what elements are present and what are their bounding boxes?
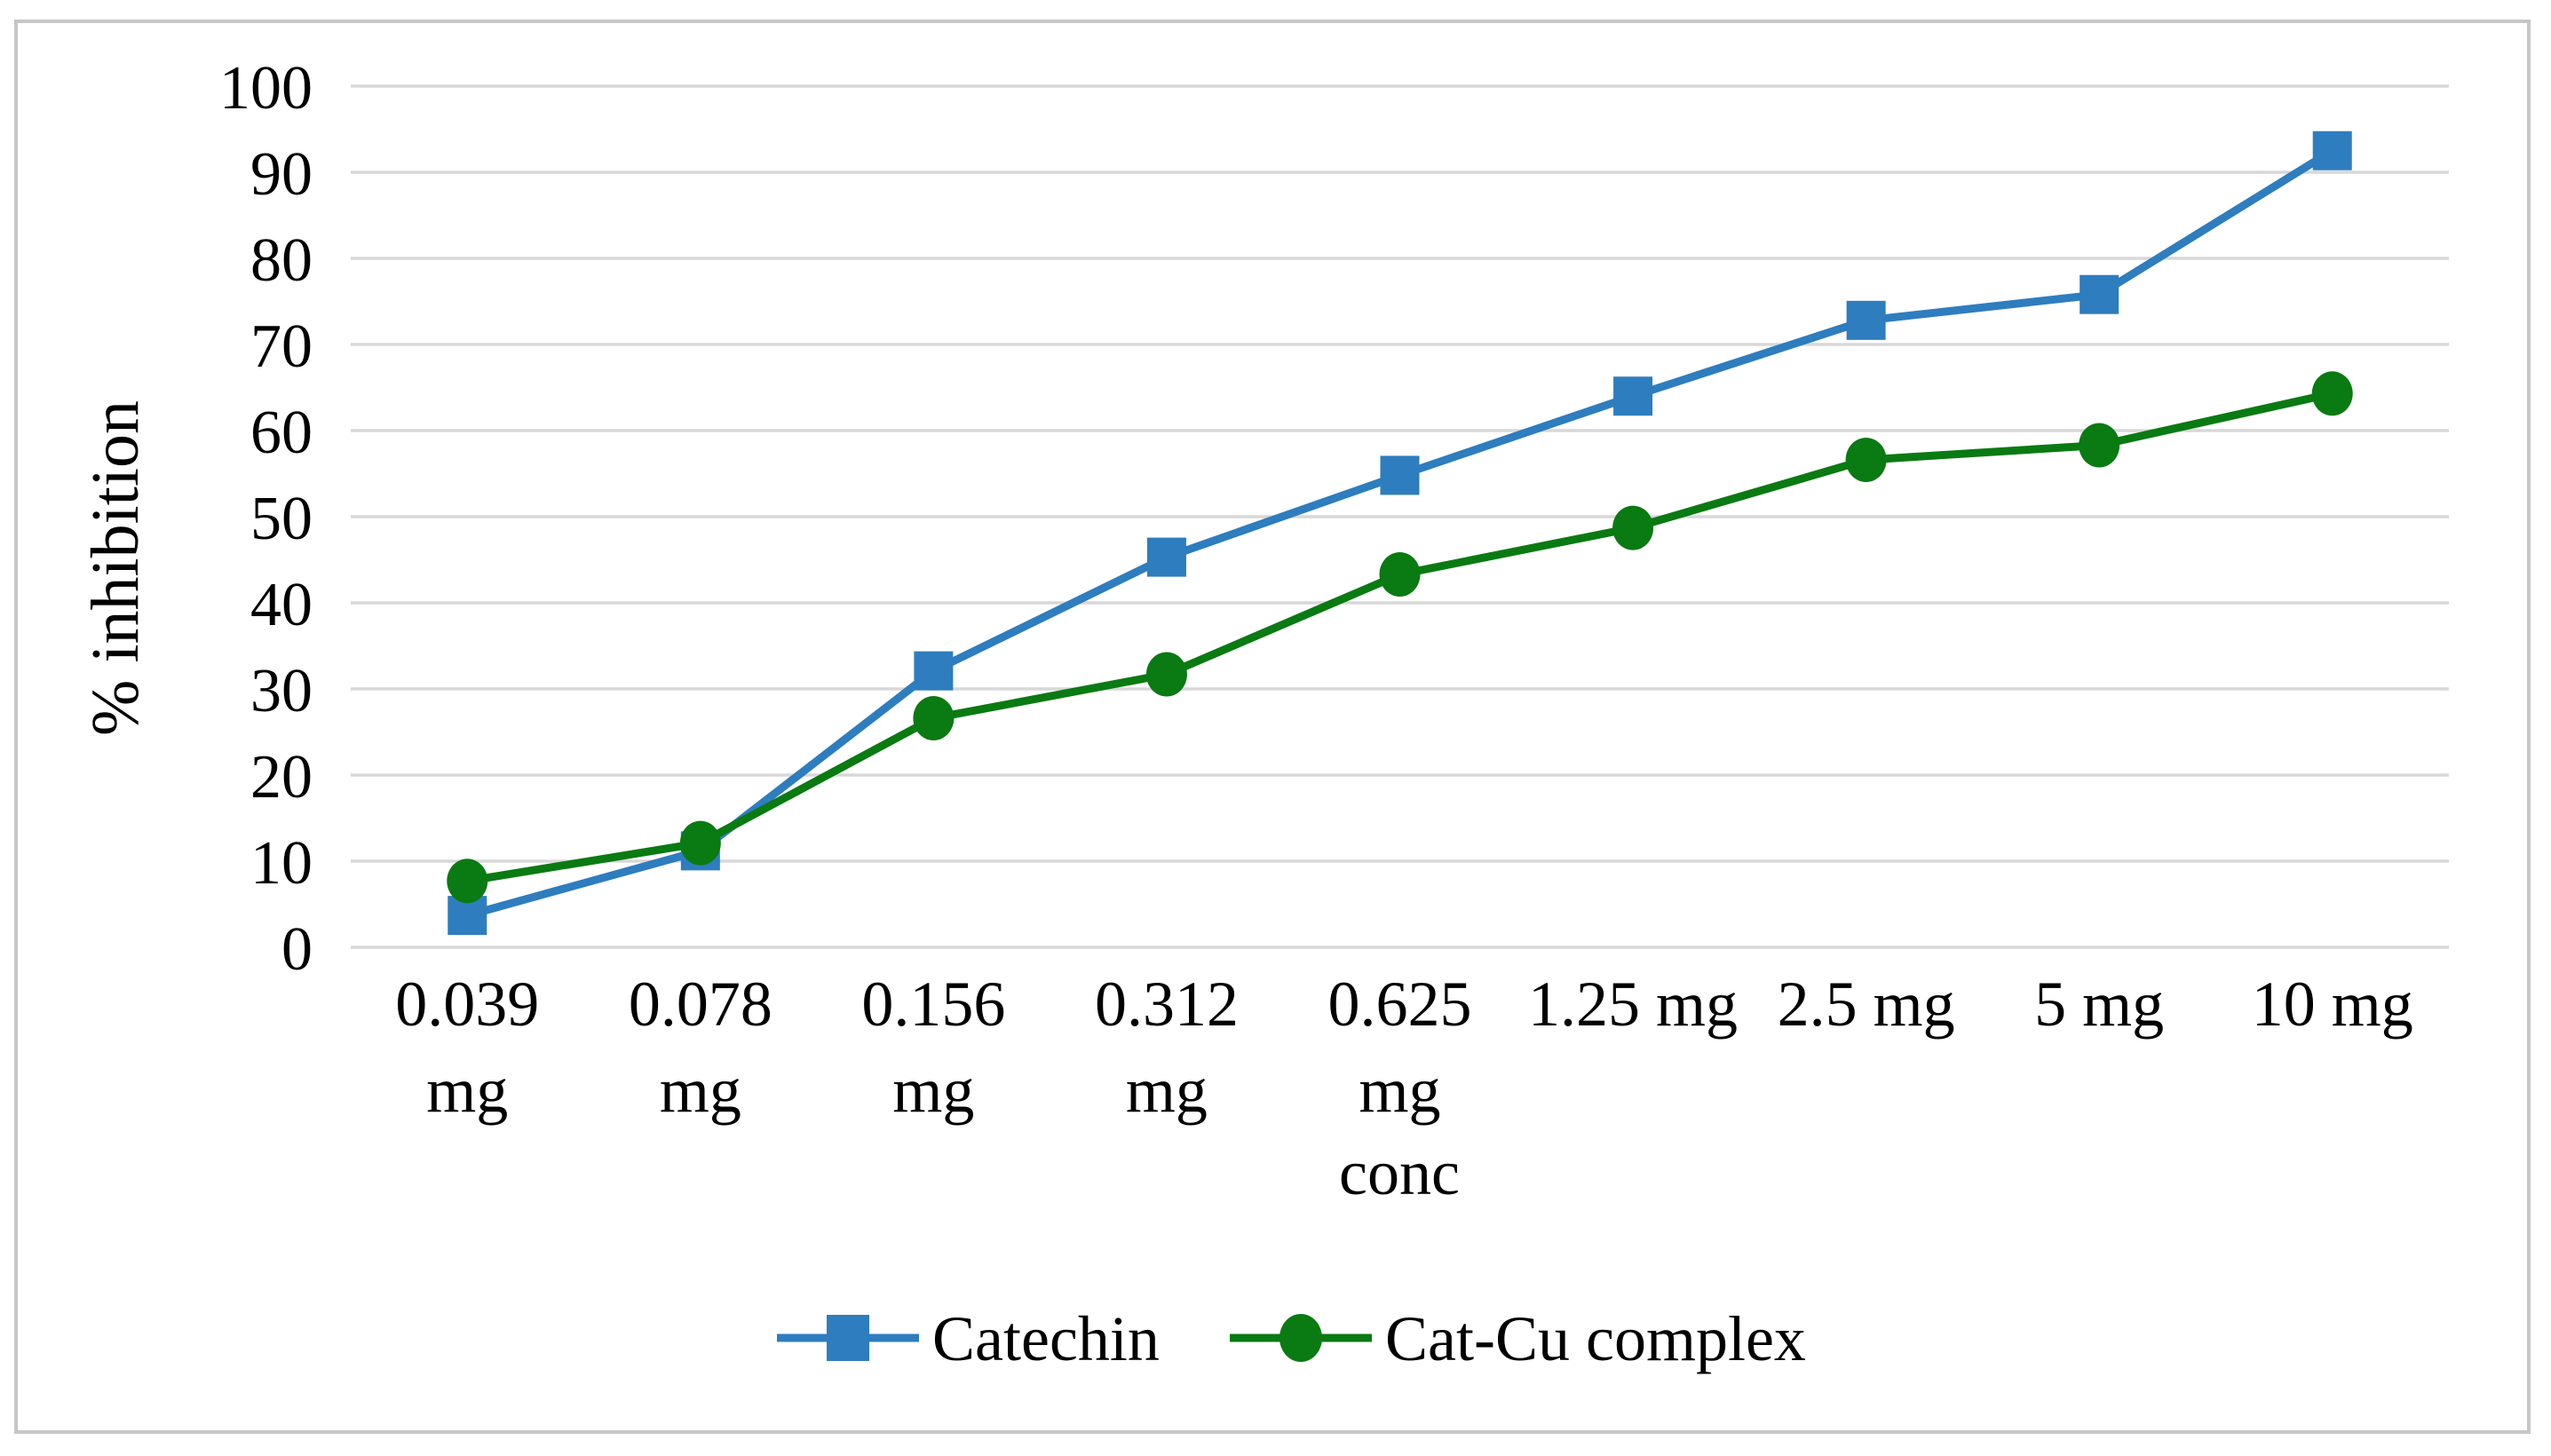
data-point-cat-cu-complex (447, 859, 488, 904)
y-axis-title: % inhibition (78, 400, 153, 736)
x-tick-label: mg (1126, 1055, 1208, 1126)
x-tick-label: mg (892, 1055, 974, 1126)
data-point-catechin (1380, 455, 1420, 495)
x-tick-label: 10 mg (2252, 969, 2413, 1040)
x-tick-label: 0.312 (1095, 969, 1239, 1040)
data-point-cat-cu-complex (2311, 371, 2353, 416)
data-point-cat-cu-complex (2079, 423, 2120, 468)
y-tick-label: 50 (250, 485, 313, 553)
x-tick-label: 1.25 mg (1528, 969, 1738, 1040)
y-tick-label: 30 (250, 657, 313, 725)
x-tick-label: 0.625 (1328, 969, 1472, 1040)
legend-label: Catechin (932, 1303, 1160, 1374)
y-tick-label: 60 (250, 399, 313, 467)
x-tick-label: 5 mg (2034, 969, 2164, 1040)
legend-item-cat-cu-complex: Cat-Cu complex (1230, 1303, 1806, 1374)
data-point-cat-cu-complex (1145, 652, 1187, 697)
y-tick-label: 10 (250, 829, 313, 898)
y-tick-label: 100 (219, 54, 313, 123)
legend: Catechin Cat-Cu complex (777, 1303, 1806, 1374)
legend-square-marker-icon (827, 1315, 869, 1361)
y-tick-label: 80 (250, 226, 313, 295)
legend-item-catechin: Catechin (777, 1303, 1160, 1374)
data-point-cat-cu-complex (913, 695, 955, 740)
legend-circle-marker-icon (1279, 1314, 1322, 1362)
x-tick-label: 0.078 (629, 969, 772, 1040)
y-tick-label: 0 (281, 915, 313, 984)
data-point-cat-cu-complex (1845, 437, 1887, 482)
y-tick-label: 40 (250, 571, 313, 639)
x-tick-label: mg (660, 1055, 741, 1126)
figure-border (14, 20, 2531, 1434)
data-point-catechin (1613, 376, 1653, 416)
data-point-catechin (2080, 274, 2119, 314)
data-point-catechin (1846, 300, 1886, 340)
x-tick-label: mg (1359, 1055, 1440, 1126)
x-tick-label: 2.5 mg (1778, 969, 1955, 1040)
legend-label: Cat-Cu complex (1385, 1303, 1806, 1374)
data-point-catechin (2312, 131, 2352, 170)
x-tick-label: mg (426, 1055, 508, 1126)
y-tick-label: 70 (250, 313, 313, 381)
y-tick-label: 90 (250, 140, 313, 209)
series-cat-cu-complex (447, 371, 2353, 904)
y-tick-label: 20 (250, 743, 313, 811)
data-point-catechin (914, 651, 954, 691)
gridlines (351, 84, 2449, 949)
data-point-catechin (1146, 537, 1186, 577)
y-axis-tick-labels: 0 10 20 30 40 50 60 70 80 90 100 (219, 54, 313, 984)
data-point-cat-cu-complex (1379, 551, 1421, 597)
x-tick-label: 0.039 (395, 969, 539, 1040)
x-axis-title: conc (1339, 1137, 1460, 1208)
x-axis-tick-labels: 0.039 mg 0.078 mg 0.156 mg 0.312 mg 0.625 mg 1.25 … (395, 969, 2412, 1126)
data-point-cat-cu-complex (679, 820, 721, 866)
data-point-cat-cu-complex (1612, 505, 1654, 550)
x-tick-label: 0.156 (861, 969, 1005, 1040)
